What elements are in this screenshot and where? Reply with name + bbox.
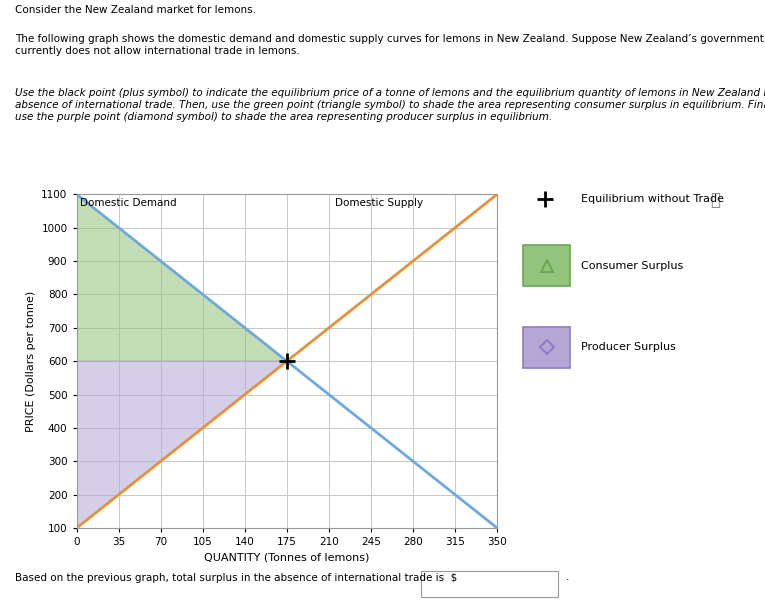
Text: ⓘ: ⓘ	[711, 191, 721, 209]
FancyBboxPatch shape	[523, 327, 571, 368]
Text: Consumer Surplus: Consumer Surplus	[581, 261, 683, 271]
Y-axis label: PRICE (Dollars per tonne): PRICE (Dollars per tonne)	[26, 291, 36, 432]
Text: Producer Surplus: Producer Surplus	[581, 342, 676, 353]
Text: .: .	[566, 572, 569, 582]
Polygon shape	[76, 361, 287, 528]
Text: The following graph shows the domestic demand and domestic supply curves for lem: The following graph shows the domestic d…	[15, 34, 764, 56]
X-axis label: QUANTITY (Tonnes of lemons): QUANTITY (Tonnes of lemons)	[204, 552, 369, 563]
Text: Consider the New Zealand market for lemons.: Consider the New Zealand market for lemo…	[15, 5, 256, 15]
Text: Use the black point (plus symbol) to indicate the equilibrium price of a tonne o: Use the black point (plus symbol) to ind…	[15, 89, 765, 121]
Text: Domestic Supply: Domestic Supply	[335, 197, 423, 208]
FancyBboxPatch shape	[523, 245, 571, 287]
Text: Equilibrium without Trade: Equilibrium without Trade	[581, 194, 724, 204]
FancyBboxPatch shape	[421, 571, 558, 597]
Text: Based on the previous graph, total surplus in the absence of international trade: Based on the previous graph, total surpl…	[15, 573, 457, 583]
Text: Domestic Demand: Domestic Demand	[80, 197, 177, 208]
Polygon shape	[76, 194, 287, 361]
